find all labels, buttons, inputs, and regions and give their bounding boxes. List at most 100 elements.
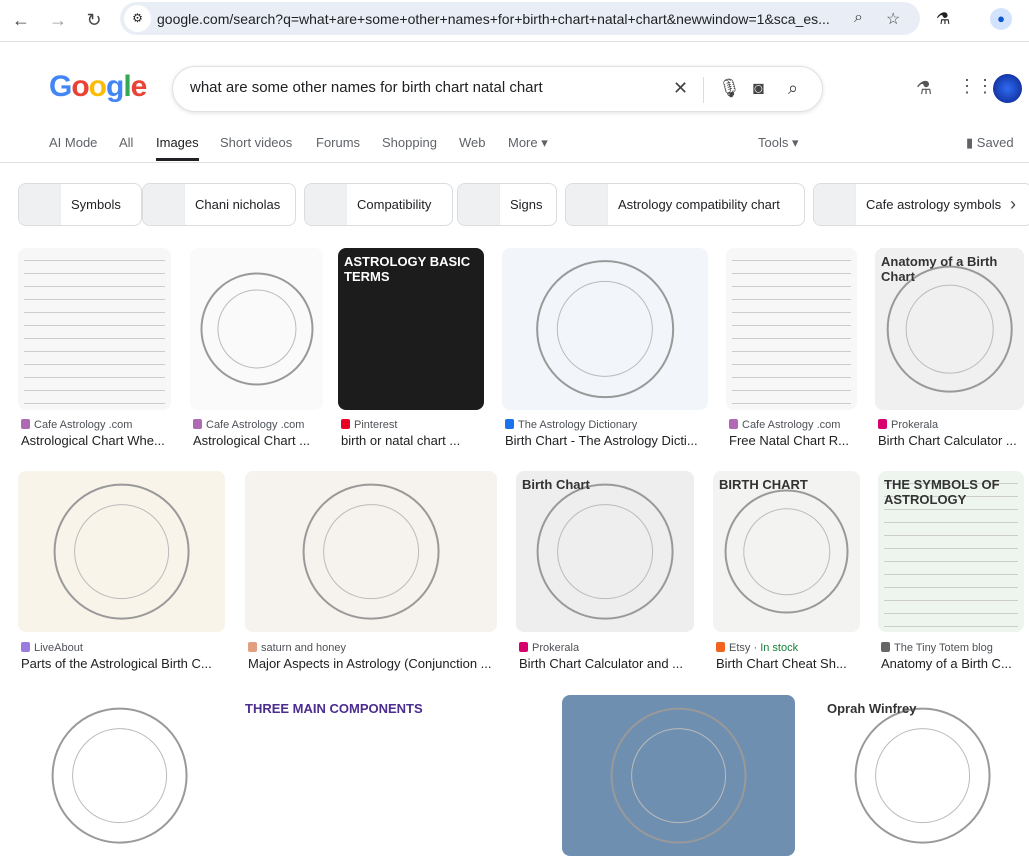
- chart-wheel: [51, 707, 188, 844]
- source-name: Cafe Astrology .com: [742, 419, 841, 431]
- image-result-thumbnail[interactable]: [502, 248, 708, 410]
- bookmark-icon: ▮: [966, 135, 974, 150]
- image-result-thumbnail[interactable]: THREE MAIN COMPONENTS: [239, 695, 536, 856]
- result-title[interactable]: Free Natal Chart R...: [729, 433, 849, 448]
- filter-chip[interactable]: Compatibility: [304, 183, 453, 226]
- tab-shopping[interactable]: Shopping: [382, 135, 437, 150]
- zoom-icon[interactable]: ⌕: [854, 9, 863, 26]
- chart-wheel-inner: [874, 727, 971, 824]
- reload-icon[interactable]: ↻: [86, 10, 102, 30]
- image-result-thumbnail[interactable]: [18, 471, 225, 632]
- clear-icon[interactable]: ✕: [673, 78, 689, 98]
- tab-web[interactable]: Web: [459, 135, 486, 150]
- filter-chip[interactable]: Symbols: [18, 183, 142, 226]
- url-text[interactable]: google.com/search?q=what+are+some+other+…: [157, 11, 830, 27]
- result-source[interactable]: Cafe Astrology .com: [729, 419, 840, 431]
- tab-short-videos[interactable]: Short videos: [220, 135, 293, 150]
- image-result-thumbnail[interactable]: Anatomy of a Birth Chart: [875, 248, 1024, 410]
- result-source[interactable]: Pinterest: [341, 419, 397, 431]
- source-name: The Astrology Dictionary: [518, 419, 638, 431]
- source-name: Etsy: [729, 642, 751, 654]
- image-result-thumbnail[interactable]: [245, 471, 497, 632]
- result-source[interactable]: The Tiny Totem blog: [881, 642, 993, 654]
- image-text: ASTROLOGY BASIC TERMS: [344, 254, 471, 284]
- chart-wheel: [199, 272, 314, 386]
- apps-grid-icon[interactable]: ⋮⋮: [958, 76, 994, 96]
- result-title[interactable]: birth or natal chart ...: [341, 433, 461, 448]
- result-source[interactable]: Cafe Astrology .com: [21, 419, 132, 431]
- search-icon[interactable]: ⌕: [788, 78, 799, 98]
- site-favicon-icon: [21, 419, 30, 429]
- lens-icon[interactable]: ◙: [753, 78, 764, 98]
- tab-forums[interactable]: Forums: [316, 135, 361, 150]
- chip-thumbnail: [19, 184, 61, 225]
- image-result-thumbnail[interactable]: [18, 248, 171, 410]
- source-name: LiveAbout: [34, 642, 83, 654]
- image-text: Anatomy of a Birth Chart: [881, 254, 998, 284]
- chart-wheel: [302, 483, 440, 620]
- search-input[interactable]: [190, 79, 670, 96]
- site-favicon-icon: [729, 419, 738, 429]
- chip-thumbnail: [458, 184, 500, 225]
- result-title[interactable]: Parts of the Astrological Birth C...: [21, 656, 212, 671]
- image-result-thumbnail[interactable]: [18, 695, 221, 856]
- tools-button[interactable]: Tools ▾: [758, 135, 799, 150]
- chart-wheel: [854, 707, 991, 844]
- image-result-thumbnail[interactable]: THE SYMBOLS OF ASTROLOGY: [878, 471, 1024, 632]
- result-source[interactable]: Prokerala: [878, 419, 938, 431]
- result-source[interactable]: The Astrology Dictionary: [505, 419, 637, 431]
- image-result-thumbnail[interactable]: [190, 248, 323, 410]
- image-result-thumbnail[interactable]: BIRTH CHART: [713, 471, 860, 632]
- result-title[interactable]: Anatomy of a Birth C...: [881, 656, 1012, 671]
- chart-wheel-inner: [742, 507, 831, 596]
- result-title[interactable]: Birth Chart - The Astrology Dicti...: [505, 433, 698, 448]
- result-title[interactable]: Birth Chart Calculator and ...: [519, 656, 684, 671]
- filter-chip[interactable]: Signs: [457, 183, 557, 226]
- result-title[interactable]: Birth Chart Cheat Sh...: [716, 656, 847, 671]
- browser-toolbar: ← → ↻ ⚙ google.com/search?q=what+are+som…: [0, 0, 1029, 42]
- tab-ai-mode[interactable]: AI Mode: [49, 135, 98, 150]
- filter-chip[interactable]: Astrology compatibility chart: [565, 183, 805, 226]
- labs-icon[interactable]: ⚗: [936, 11, 951, 28]
- google-logo[interactable]: Google: [49, 70, 147, 103]
- tab-images[interactable]: Images: [156, 135, 199, 161]
- result-source[interactable]: Cafe Astrology .com: [193, 419, 304, 431]
- site-favicon-icon: [248, 642, 257, 652]
- result-title[interactable]: Major Aspects in Astrology (Conjunction …: [248, 656, 492, 671]
- result-source[interactable]: saturn and honey: [248, 642, 346, 654]
- image-text: THE SYMBOLS OF ASTROLOGY: [884, 477, 1000, 507]
- result-title[interactable]: Astrological Chart Whe...: [21, 433, 165, 448]
- back-icon[interactable]: ←: [12, 10, 30, 30]
- filter-chip[interactable]: Chani nicholas: [142, 183, 296, 226]
- chart-wheel-inner: [630, 727, 727, 824]
- chart-wheel: [724, 489, 849, 614]
- labs-icon[interactable]: ⚗: [916, 78, 933, 98]
- chevron-right-icon[interactable]: ›: [1010, 194, 1016, 214]
- saved-button[interactable]: ▮ Saved: [966, 135, 1014, 151]
- image-result-thumbnail[interactable]: ASTROLOGY BASIC TERMS: [338, 248, 484, 410]
- chart-wheel: [536, 483, 674, 620]
- result-source[interactable]: Prokerala: [519, 642, 579, 654]
- microphone-icon[interactable]: 🎙: [718, 78, 741, 98]
- result-source[interactable]: LiveAbout: [21, 642, 83, 654]
- tab-all[interactable]: All: [119, 135, 134, 150]
- forward-icon[interactable]: →: [49, 10, 67, 30]
- chart-wheel-inner: [905, 284, 994, 374]
- result-title[interactable]: Birth Chart Calculator ...: [878, 433, 1017, 448]
- result-source[interactable]: Etsy · In stock: [716, 642, 798, 654]
- profile-icon[interactable]: ●: [990, 8, 1012, 30]
- site-settings-icon[interactable]: ⚙: [124, 5, 151, 32]
- image-result-thumbnail[interactable]: Birth Chart: [516, 471, 694, 632]
- filter-chip[interactable]: Cafe astrology symbols: [813, 183, 1029, 226]
- image-result-thumbnail[interactable]: Oprah Winfrey: [821, 695, 1024, 856]
- source-name: The Tiny Totem blog: [894, 642, 993, 654]
- avatar[interactable]: [993, 74, 1022, 103]
- image-result-thumbnail[interactable]: [562, 695, 795, 856]
- result-title[interactable]: Astrological Chart ...: [193, 433, 311, 448]
- image-result-thumbnail[interactable]: [726, 248, 857, 410]
- address-bar[interactable]: ⚙ google.com/search?q=what+are+some+othe…: [120, 2, 920, 35]
- bookmark-star-icon[interactable]: ☆: [886, 11, 901, 28]
- tab-more[interactable]: More ▾: [508, 135, 548, 150]
- search-tabs: AI Mode All Images Short videos Forums S…: [0, 130, 1029, 163]
- site-favicon-icon: [193, 419, 202, 429]
